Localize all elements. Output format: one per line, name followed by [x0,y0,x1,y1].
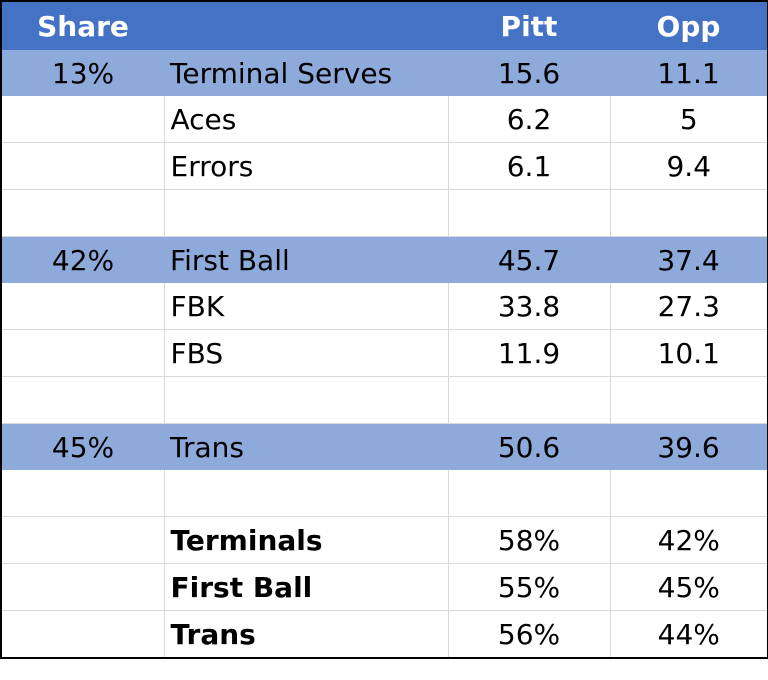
pitt-cell[interactable]: 33.8 [448,283,611,330]
pitt-cell[interactable]: 6.1 [448,142,611,190]
table-row [1,470,768,517]
share-cell[interactable] [1,376,165,424]
pitt-cell[interactable] [448,376,611,424]
label-cell[interactable]: Trans [164,610,449,659]
opp-cell[interactable]: 11.1 [610,50,768,96]
opp-cell[interactable] [610,470,768,517]
table-row: Terminals 58% 42% [1,516,768,564]
table-row: 13% Terminal Serves 15.6 11.1 [1,50,768,96]
opp-cell[interactable]: 10.1 [610,329,768,377]
table-row [1,376,768,424]
pitt-cell[interactable]: 56% [448,610,611,659]
label-cell[interactable]: Terminal Serves [164,50,448,96]
share-cell[interactable] [1,516,165,564]
pitt-cell[interactable]: 58% [448,516,611,564]
share-cell[interactable] [1,610,165,659]
pitt-cell[interactable]: 6.2 [448,96,611,143]
pitt-cell[interactable]: 45.7 [448,236,610,283]
label-cell[interactable]: Aces [164,96,449,143]
header-opp[interactable]: Opp [610,1,768,50]
header-label[interactable] [164,1,448,50]
label-cell[interactable]: First Ball [164,563,449,611]
share-cell[interactable]: 13% [1,50,164,96]
table-row: FBS 11.9 10.1 [1,329,768,377]
table-row [1,189,768,237]
table-row: 42% First Ball 45.7 37.4 [1,236,768,283]
share-cell[interactable] [1,563,165,611]
opp-cell[interactable]: 37.4 [610,236,768,283]
opp-cell[interactable]: 5 [610,96,768,143]
pitt-cell[interactable]: 11.9 [448,329,611,377]
opp-cell[interactable] [610,189,768,237]
pitt-cell[interactable]: 15.6 [448,50,610,96]
share-cell[interactable] [1,329,165,377]
share-cell[interactable] [1,189,165,237]
share-cell[interactable] [1,283,165,330]
pitt-cell[interactable]: 55% [448,563,611,611]
opp-cell[interactable]: 39.6 [610,423,768,470]
share-cell[interactable] [1,142,165,190]
label-cell[interactable] [164,376,449,424]
table-row: 45% Trans 50.6 39.6 [1,423,768,470]
opp-cell[interactable]: 45% [610,563,768,611]
label-cell[interactable]: FBK [164,283,449,330]
opp-cell[interactable] [610,376,768,424]
header-pitt[interactable]: Pitt [448,1,610,50]
pitt-cell[interactable] [448,470,611,517]
share-cell[interactable] [1,470,165,517]
label-cell[interactable] [164,470,449,517]
label-cell[interactable]: Errors [164,142,449,190]
label-cell[interactable]: Trans [164,423,448,470]
table-row: Aces 6.2 5 [1,96,768,143]
table-row: Errors 6.1 9.4 [1,142,768,190]
share-cell[interactable]: 45% [1,423,164,470]
opp-cell[interactable]: 27.3 [610,283,768,330]
opp-cell[interactable]: 42% [610,516,768,564]
table-row: First Ball 55% 45% [1,563,768,611]
label-cell[interactable] [164,189,449,237]
share-cell[interactable] [1,96,165,143]
header-row: Share Pitt Opp [1,1,768,50]
table-row: FBK 33.8 27.3 [1,283,768,330]
opp-cell[interactable]: 9.4 [610,142,768,190]
pitt-cell[interactable]: 50.6 [448,423,610,470]
share-cell[interactable]: 42% [1,236,164,283]
header-share[interactable]: Share [1,1,164,50]
pitt-cell[interactable] [448,189,611,237]
label-cell[interactable]: First Ball [164,236,448,283]
stats-table: Share Pitt Opp 13% Terminal Serves 15.6 … [0,0,768,659]
label-cell[interactable]: Terminals [164,516,449,564]
opp-cell[interactable]: 44% [610,610,768,659]
table-row: Trans 56% 44% [1,610,768,659]
label-cell[interactable]: FBS [164,329,449,377]
